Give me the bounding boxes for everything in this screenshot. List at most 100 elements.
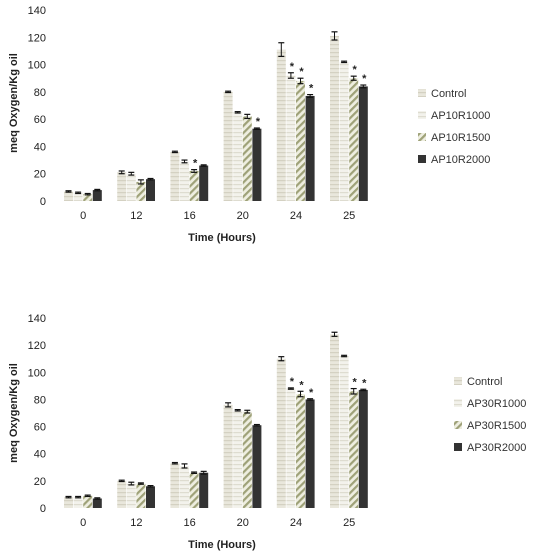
- bar: [146, 486, 155, 508]
- y-tick-label: 100: [28, 367, 46, 379]
- legend-label: AP10R1000: [431, 110, 490, 122]
- legend: Control AP30R1000 AP30R1500 AP30R2000: [454, 376, 526, 454]
- bar: [242, 411, 252, 508]
- x-axis-title: Time (Hours): [188, 232, 256, 244]
- y-axis-title: meq Oxygen/Kg oil: [8, 363, 20, 463]
- bar: [339, 356, 349, 508]
- legend-label: AP10R1500: [431, 132, 490, 144]
- bar: [296, 80, 305, 201]
- chart-bottom: meq Oxygen/Kg oil Time (Hours) 0 20 40 60 80…: [8, 313, 526, 551]
- bar: [126, 483, 136, 508]
- legend-label: Control: [431, 88, 466, 100]
- bar: [117, 480, 127, 508]
- bar: [117, 172, 127, 201]
- bar: [189, 170, 199, 201]
- bar: [358, 86, 368, 201]
- bar: [233, 410, 243, 508]
- x-tick-label: 25: [343, 517, 355, 529]
- x-tick-label: 24: [290, 210, 302, 222]
- y-tick-label: 0: [40, 196, 46, 208]
- bar: [296, 394, 305, 508]
- legend-swatch: [454, 377, 462, 385]
- legend-swatch: [418, 133, 426, 141]
- bar: [330, 35, 339, 201]
- bar: [180, 465, 189, 508]
- significance-marker: *: [193, 158, 198, 170]
- bar: [286, 388, 296, 508]
- y-tick-label: 40: [34, 449, 46, 461]
- y-tick-label: 100: [28, 60, 46, 72]
- bar: [189, 472, 199, 508]
- significance-marker: *: [362, 377, 367, 389]
- y-tick-label: 40: [34, 141, 46, 153]
- x-tick-label: 0: [80, 210, 86, 222]
- x-tick-label: 20: [237, 517, 249, 529]
- bar: [73, 497, 83, 508]
- bar: [252, 128, 262, 201]
- y-tick-label: 120: [28, 340, 46, 352]
- y-tick-label: 60: [34, 422, 46, 434]
- y-tick-label: 20: [34, 476, 46, 488]
- significance-marker: *: [353, 377, 358, 389]
- bar: [199, 472, 209, 508]
- y-tick-label: 140: [28, 5, 46, 17]
- bar: [286, 75, 296, 201]
- bar: [358, 389, 368, 508]
- bar: [349, 78, 359, 201]
- bar: [92, 190, 102, 201]
- legend-swatch: [454, 399, 462, 407]
- legend-label: AP30R1000: [467, 398, 526, 410]
- bar: [92, 498, 102, 508]
- legend-label: AP30R1500: [467, 420, 526, 432]
- y-tick-label: 20: [34, 169, 46, 181]
- bar: [180, 161, 189, 201]
- x-axis-title: Time (Hours): [188, 539, 256, 551]
- y-tick-label: 140: [28, 313, 46, 325]
- x-tick-label: 12: [130, 210, 142, 222]
- bar: [64, 191, 73, 201]
- y-tick-label: 60: [34, 114, 46, 126]
- legend-label: AP30R2000: [467, 442, 526, 454]
- x-tick-label: 20: [237, 210, 249, 222]
- legend-swatch: [454, 443, 462, 451]
- significance-marker: *: [256, 116, 261, 128]
- x-tick-label: 16: [183, 517, 195, 529]
- significance-marker: *: [309, 83, 314, 95]
- significance-marker: *: [362, 73, 367, 85]
- legend-swatch: [418, 89, 426, 97]
- bar: [136, 181, 146, 201]
- bar: [223, 404, 233, 508]
- bar: [233, 112, 243, 201]
- bar: [170, 151, 180, 201]
- legend-swatch: [418, 111, 426, 119]
- bar: [276, 49, 286, 201]
- significance-marker: *: [299, 66, 304, 78]
- bar: [199, 165, 209, 201]
- bar: [276, 358, 286, 508]
- bar: [83, 194, 93, 201]
- legend-label: Control: [467, 376, 502, 388]
- bar: [73, 192, 83, 201]
- y-tick-label: 0: [40, 503, 46, 515]
- y-axis-title: meq Oxygen/Kg oil: [8, 53, 20, 153]
- legend-label: AP10R2000: [431, 154, 490, 166]
- x-tick-label: 0: [80, 517, 86, 529]
- legend-swatch: [454, 421, 462, 429]
- significance-marker: *: [353, 64, 358, 76]
- significance-marker: *: [299, 379, 304, 391]
- bar: [330, 334, 339, 508]
- significance-marker: *: [290, 376, 295, 388]
- legend-swatch: [418, 155, 426, 163]
- bar: [83, 495, 93, 508]
- y-tick-label: 80: [34, 87, 46, 99]
- bar: [136, 483, 146, 508]
- bar: [305, 95, 315, 201]
- chart-top: meq Oxygen/Kg oil Time (Hours) 0 20 40 60 80…: [8, 5, 490, 244]
- x-tick-label: 12: [130, 517, 142, 529]
- bar: [305, 399, 315, 508]
- x-tick-label: 16: [183, 210, 195, 222]
- x-tick-label: 25: [343, 210, 355, 222]
- significance-marker: *: [309, 387, 314, 399]
- y-tick-label: 120: [28, 32, 46, 44]
